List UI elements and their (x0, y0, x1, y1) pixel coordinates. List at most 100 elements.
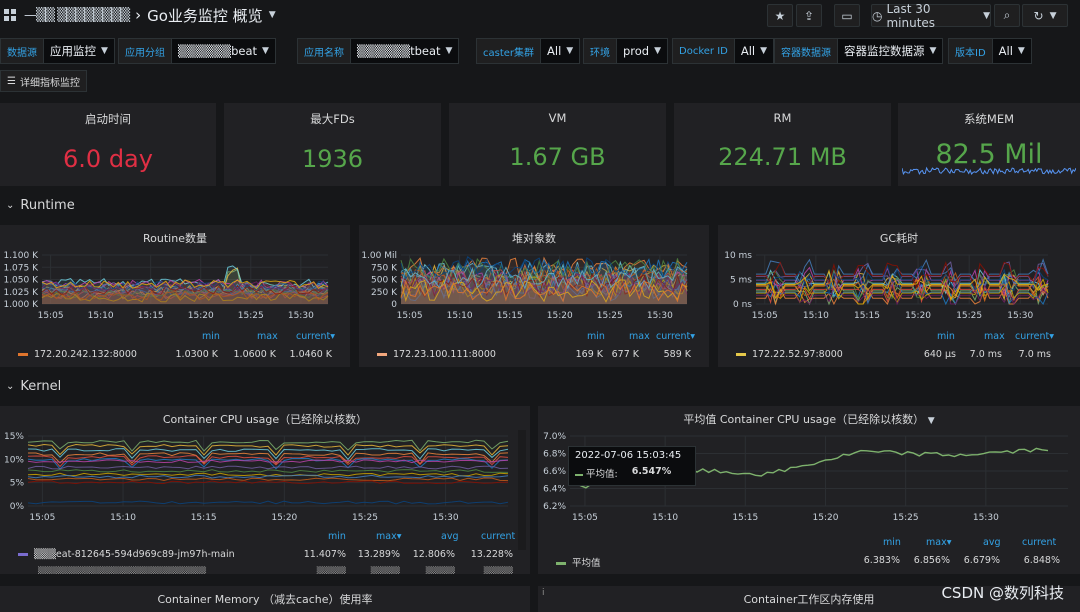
variable-container-datasource[interactable]: 容器数据源 容器监控数据源 ▼ (774, 38, 944, 64)
chevron-down-icon: ⌄ (6, 381, 15, 392)
scrollbar[interactable] (518, 430, 526, 550)
legend-header-min[interactable]: min (883, 537, 901, 548)
legend-series[interactable]: 172.22.52.97:8000 (736, 349, 843, 360)
panel-heap-objects[interactable]: 堆对象数 1.00 Mil 750 K 500 K 250 K 0 15:05 15:10 1… (359, 225, 709, 367)
variable-label: 容器数据源 (774, 38, 838, 64)
legend-header-current[interactable]: current▾ (656, 331, 696, 342)
variable-app-name[interactable]: 应用名称 ▒▒▒▒▒▒tbeat ▼ (297, 38, 460, 64)
chevron-down-icon[interactable]: ▼ (268, 10, 276, 20)
variable-select[interactable]: All ▼ (541, 38, 581, 64)
legend-header-min[interactable]: min (587, 331, 605, 342)
x-tick-label: 15:30 (433, 513, 459, 523)
legend-header-avg[interactable]: avg (983, 537, 1001, 548)
stat-panel-rm[interactable]: RM 224.71 MB (674, 103, 891, 186)
stat-panel-system-mem[interactable]: 系统MEM 82.5 Mil (898, 103, 1080, 186)
row-runtime[interactable]: ⌄ Runtime (6, 198, 75, 213)
variable-docker-id[interactable]: Docker ID All ▼ (672, 38, 775, 64)
variable-version-id[interactable]: 版本ID All ▼ (948, 38, 1032, 64)
stat-value: 82.5 Mil (935, 139, 1043, 170)
variable-app-group[interactable]: 应用分组 ▒▒▒▒▒▒beat ▼ (118, 38, 276, 64)
legend-header-max[interactable]: max (629, 331, 650, 342)
info-icon[interactable]: i (542, 588, 545, 598)
panel-title[interactable]: 平均值 Container CPU usage（已经除以核数） ▼ (683, 413, 935, 426)
legend-series[interactable]: 平均值 (556, 555, 601, 569)
chevron-down-icon: ▼ (1049, 10, 1057, 21)
x-tick-label: 15:10 (88, 311, 114, 321)
stat-panel-vm[interactable]: VM 1.67 GB (449, 103, 666, 186)
panel-container-workingset[interactable]: i Container工作区内存使用 (538, 586, 1080, 612)
tv-mode-button[interactable]: ▭ (834, 4, 860, 27)
graph-cpu: 15% 10% 5% 0% 15:05 15:10 15:15 15:20 15:25 15:30 (4, 432, 509, 523)
variable-select[interactable]: ▒▒▒▒▒▒tbeat ▼ (351, 38, 460, 64)
series-line (27, 480, 508, 485)
legend-series-2[interactable]: ▒▒▒▒▒▒▒▒▒▒▒▒▒▒▒▒▒▒▒▒▒▒▒ (38, 567, 206, 574)
legend-header-avg[interactable]: avg (441, 531, 459, 542)
panel-container-cpu[interactable]: Container CPU usage（已经除以核数） 15% 10% 5% 0% 15… (0, 406, 530, 574)
x-tick-label: 15:30 (288, 311, 314, 321)
variable-select[interactable]: 应用监控 ▼ (44, 38, 115, 64)
legend-header-min[interactable]: min (328, 531, 346, 542)
refresh-icon: ↻ (1033, 8, 1044, 23)
stat-panel-max-fds[interactable]: 最大FDs 1936 (224, 103, 441, 186)
x-tick-label: 15:15 (732, 513, 758, 523)
panel-gc-time[interactable]: GC耗时 10 ms 5 ms 0 ns 15:05 15:10 15:15 15:20 15… (718, 225, 1080, 367)
legend-series[interactable]: 172.23.100.111:8000 (377, 349, 496, 360)
share-button[interactable]: ⇪ (796, 4, 822, 27)
zoom-out-button[interactable]: ⌕ (994, 4, 1020, 27)
legend-series[interactable]: 172.20.242.132:8000 (18, 349, 137, 360)
y-tick-label: 6.2% (543, 502, 566, 512)
legend-header-current[interactable]: current▾ (1015, 331, 1055, 342)
variable-select[interactable]: 容器监控数据源 ▼ (838, 38, 944, 64)
panel-title: RM (773, 111, 792, 125)
star-button[interactable]: ★ (767, 4, 793, 27)
variable-select[interactable]: prod ▼ (617, 38, 669, 64)
legend-min: 640 µs (923, 349, 956, 360)
variable-select[interactable]: All ▼ (734, 38, 775, 64)
panel-routine-count[interactable]: Routine数量 1.100 K 1.075 K 1.050 K 1.025 K 1.… (0, 225, 350, 367)
y-tick-label: 1.000 K (3, 300, 39, 310)
series-line (756, 258, 1049, 288)
series-line (400, 279, 688, 303)
breadcrumb[interactable]: —▒▒ ▒▒▒▒▒▒▒▒ › Go业务监控 概览 ▼ (24, 5, 276, 26)
dashboard-title[interactable]: Go业务监控 概览 (147, 6, 263, 25)
series-line (27, 474, 509, 479)
chevron-down-icon: ⌄ (6, 200, 15, 211)
chevron-down-icon: ▼ (566, 46, 574, 56)
refresh-button[interactable]: ↻ ▼ (1022, 4, 1068, 27)
panel-container-memory[interactable]: Container Memory （减去cache）使用率 (0, 586, 530, 612)
series-name: 172.20.242.132:8000 (34, 349, 137, 360)
series-area (42, 291, 328, 304)
row-kernel[interactable]: ⌄ Kernel (6, 379, 61, 394)
stat-panel-uptime[interactable]: 启动时间 6.0 day (0, 103, 216, 186)
legend-current: ▒▒▒▒ (483, 567, 513, 574)
detail-metrics-link[interactable]: ☰ 详细指标监控 (0, 70, 87, 92)
legend-header-max[interactable]: max (984, 331, 1005, 342)
legend-header-min[interactable]: min (937, 331, 955, 342)
variable-env[interactable]: 环境 prod ▼ (583, 38, 669, 64)
variable-select[interactable]: All ▼ (992, 38, 1032, 64)
legend-header-current[interactable]: current (481, 531, 516, 542)
panel-title: 最大FDs (310, 112, 355, 126)
legend-header-min[interactable]: min (202, 331, 220, 342)
legend-header-max[interactable]: max▾ (376, 531, 402, 542)
time-range-picker[interactable]: ◷ Last 30 minutes ▼ (871, 2, 991, 30)
legend-avg: 6.679% (963, 555, 1000, 566)
dashboards-grid-icon[interactable] (4, 9, 16, 21)
variable-caster-cluster[interactable]: caster集群 All ▼ (476, 38, 581, 64)
legend-header-max[interactable]: max (257, 331, 278, 342)
legend-header-max[interactable]: max▾ (926, 537, 952, 548)
variable-label: caster集群 (476, 38, 542, 64)
y-tick-label: 1.00 Mil (361, 251, 397, 261)
legend-header-current[interactable]: current (1022, 537, 1057, 548)
variable-datasource[interactable]: 数据源 应用监控 ▼ (0, 38, 115, 64)
series-line (756, 261, 1049, 292)
breadcrumb-folder[interactable]: —▒▒ ▒▒▒▒▒▒▒▒ (24, 7, 130, 23)
variable-select[interactable]: ▒▒▒▒▒▒beat ▼ (172, 38, 276, 64)
panel-avg-container-cpu[interactable]: 平均值 Container CPU usage（已经除以核数） ▼ 7.0% 6.… (538, 406, 1080, 574)
legend-series[interactable]: ▒▒▒eat-812645-594d969c89-jm97h-main (18, 549, 235, 560)
y-tick-label: 0 (391, 300, 397, 310)
legend-header-current[interactable]: current▾ (296, 331, 336, 342)
y-tick-label: 5% (10, 479, 25, 489)
y-tick-label: 1.050 K (3, 276, 39, 286)
